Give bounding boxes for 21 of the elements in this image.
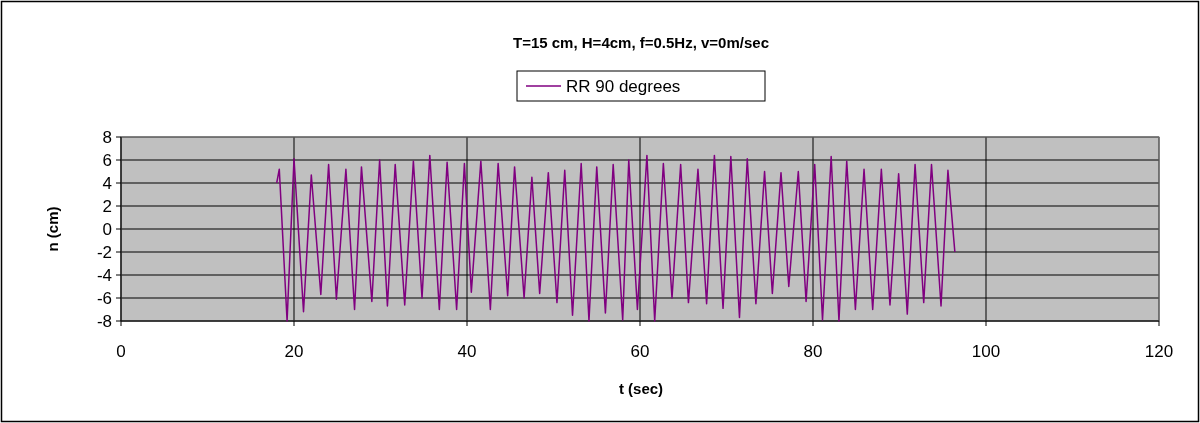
y-tick-label: -2 bbox=[96, 242, 112, 262]
chart-title: T=15 cm, H=4cm, f=0.5Hz, v=0m/sec bbox=[513, 34, 769, 51]
y-tick-label: 4 bbox=[102, 173, 112, 193]
y-tick-label: -6 bbox=[96, 288, 112, 308]
x-tick-label: 120 bbox=[1144, 342, 1174, 361]
y-axis-title: n (cm) bbox=[44, 206, 61, 252]
line-series bbox=[275, 154, 956, 322]
x-tick-label: 80 bbox=[803, 342, 823, 361]
x-axis-title: t (sec) bbox=[618, 380, 664, 397]
x-tick-label: 40 bbox=[457, 342, 477, 361]
y-tick-label: -4 bbox=[96, 265, 112, 285]
y-tick-label: 8 bbox=[102, 127, 112, 147]
x-tick-label: 0 bbox=[116, 342, 126, 361]
legend-label: RR 90 degrees bbox=[566, 76, 681, 96]
y-tick-label: -8 bbox=[96, 311, 112, 331]
x-tick-label: 100 bbox=[971, 342, 1001, 361]
x-tick-label: 60 bbox=[630, 342, 650, 361]
y-tick-label: 6 bbox=[102, 150, 112, 170]
y-tick-label: 0 bbox=[102, 219, 112, 239]
x-tick-label: 20 bbox=[284, 342, 304, 361]
y-tick-label: 2 bbox=[102, 196, 112, 216]
